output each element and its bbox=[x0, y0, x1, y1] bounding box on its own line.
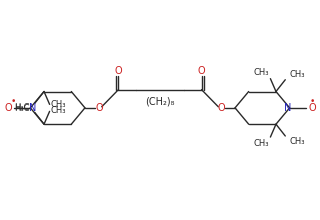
Text: (CH₂)₈: (CH₂)₈ bbox=[145, 96, 175, 106]
Text: O: O bbox=[95, 103, 103, 113]
Text: O: O bbox=[217, 103, 225, 113]
Text: CH₃: CH₃ bbox=[254, 68, 269, 77]
Text: O: O bbox=[4, 103, 12, 113]
Text: CH₃: CH₃ bbox=[51, 106, 66, 115]
Text: CH₃: CH₃ bbox=[290, 70, 305, 79]
Text: CH₃: CH₃ bbox=[290, 137, 305, 146]
Text: O: O bbox=[198, 66, 205, 76]
Text: O: O bbox=[308, 103, 316, 113]
Text: CH₃: CH₃ bbox=[51, 100, 66, 109]
Text: CH₃: CH₃ bbox=[254, 139, 269, 148]
Text: H₃C: H₃C bbox=[15, 104, 30, 113]
Text: •: • bbox=[310, 97, 315, 106]
Text: N: N bbox=[284, 103, 292, 113]
Text: •: • bbox=[11, 97, 16, 106]
Text: H₃C: H₃C bbox=[15, 103, 30, 112]
Text: N: N bbox=[28, 103, 36, 113]
Text: O: O bbox=[115, 66, 122, 76]
